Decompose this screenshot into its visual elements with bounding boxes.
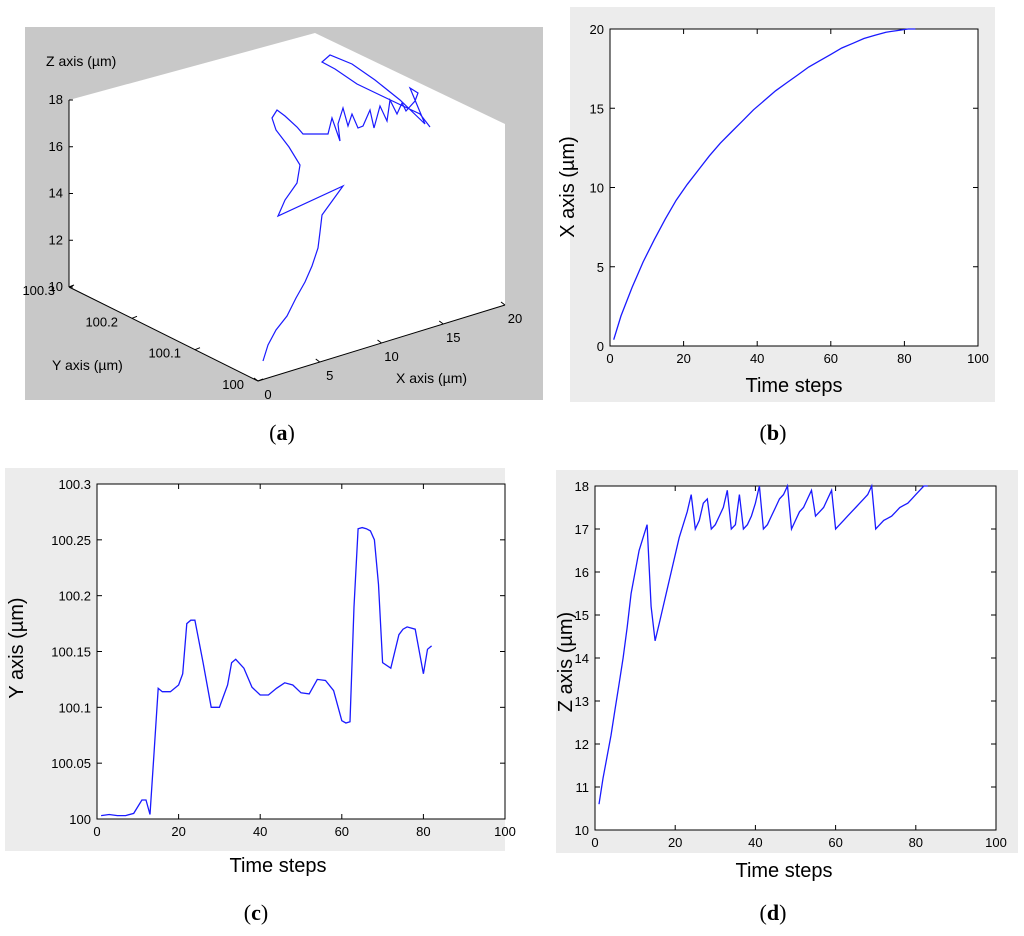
y-tick-label: 10 bbox=[575, 823, 589, 838]
caption-d: (d) bbox=[760, 900, 787, 925]
panel-c: 0 20 40 60 80 100 100 100.05 100.1 100.15 100.2 100… bbox=[5, 468, 516, 877]
panel-b-plot-area bbox=[609, 28, 979, 347]
caption-c: (c) bbox=[244, 900, 268, 925]
y-tick-label: 12 bbox=[575, 737, 589, 752]
x-tick-label: 20 bbox=[668, 835, 682, 850]
x3d-tick-label: 5 bbox=[326, 368, 333, 383]
y-tick-label: 100 bbox=[69, 812, 91, 827]
y-tick-label: 18 bbox=[575, 479, 589, 494]
x-tick-label: 20 bbox=[676, 351, 690, 366]
y-tick-label: 0 bbox=[597, 339, 604, 354]
panel-b-y-axis-label: X axis (µm) bbox=[557, 136, 579, 238]
x-tick-label: 100 bbox=[985, 835, 1007, 850]
x-tick-label: 80 bbox=[416, 824, 430, 839]
y-tick-label: 14 bbox=[575, 651, 589, 666]
x-tick-label: 40 bbox=[748, 835, 762, 850]
z-tick-label: 18 bbox=[49, 92, 63, 107]
y-tick-label: 15 bbox=[575, 608, 589, 623]
panel-c-x-axis-label: Time steps bbox=[229, 855, 326, 877]
y3d-tick-label: 100 bbox=[222, 377, 244, 392]
y-tick-label: 5 bbox=[597, 260, 604, 275]
x-tick-label: 0 bbox=[93, 824, 100, 839]
panel-a-ticks: 10 12 14 16 18 100 100.1 100.2 100.3 0 5 10 15 20 bbox=[22, 92, 522, 402]
y-axis-label: Y axis (µm) bbox=[52, 357, 123, 373]
trajectory-3d-line bbox=[262, 54, 431, 362]
x3d-tick-mark bbox=[500, 301, 506, 306]
x3d-tick-mark bbox=[377, 339, 382, 344]
y-tick-label: 20 bbox=[590, 22, 604, 37]
panel-d-y-axis-label: Z axis (µm) bbox=[555, 612, 577, 712]
x-tick-label: 100 bbox=[967, 351, 989, 366]
panel-a-box bbox=[69, 33, 505, 381]
x3d-tick-label: 10 bbox=[384, 349, 398, 364]
y-tick-label: 100.1 bbox=[58, 700, 91, 715]
y-tick-label: 11 bbox=[576, 780, 590, 795]
y-tick-label: 100.2 bbox=[58, 589, 91, 604]
x-axis-label: X axis (µm) bbox=[396, 370, 467, 386]
x-tick-label: 60 bbox=[335, 824, 349, 839]
x3d-tick-label: 15 bbox=[446, 330, 460, 345]
y-tick-label: 10 bbox=[590, 181, 604, 196]
y-tick-label: 15 bbox=[590, 101, 604, 116]
panel-d-plot-area bbox=[594, 485, 997, 831]
y-tick-label: 13 bbox=[575, 694, 589, 709]
caption-b: (b) bbox=[760, 420, 787, 445]
x-tick-label: 100 bbox=[494, 824, 516, 839]
y-tick-label: 100.05 bbox=[51, 756, 91, 771]
panel-d-ticks: 0 20 40 60 80 100 10 11 12 13 14 15 16 17 18 bbox=[575, 479, 1007, 850]
y3d-tick-mark bbox=[131, 315, 138, 319]
y-axis-line bbox=[68, 286, 259, 382]
x-tick-label: 20 bbox=[171, 824, 185, 839]
panel-a: 10 12 14 16 18 100 100.1 100.2 100.3 0 5 10 15 20 Z a… bbox=[22, 27, 543, 402]
x-tick-label: 60 bbox=[824, 351, 838, 366]
y3d-tick-mark bbox=[194, 347, 201, 351]
caption-a: (a) bbox=[269, 420, 295, 445]
x-tick-label: 0 bbox=[606, 351, 613, 366]
panel-b: 0 20 40 60 80 100 0 5 10 15 20 Time steps X axis (… bbox=[557, 7, 995, 402]
z-tick-label: 16 bbox=[49, 139, 63, 154]
x-tick-label: 80 bbox=[909, 835, 923, 850]
y-tick-label: 100.25 bbox=[51, 533, 91, 548]
panel-b-ticks: 0 20 40 60 80 100 0 5 10 15 20 bbox=[590, 22, 989, 366]
panel-c-series-line bbox=[101, 526, 433, 817]
y3d-tick-label: 100.1 bbox=[148, 346, 181, 361]
x-tick-label: 0 bbox=[591, 835, 598, 850]
z-tick-label: 10 bbox=[49, 279, 63, 294]
y3d-tick-mark bbox=[257, 378, 264, 382]
panel-b-x-axis-label: Time steps bbox=[745, 375, 842, 397]
panel-d-series-line bbox=[598, 483, 928, 805]
x-tick-label: 60 bbox=[828, 835, 842, 850]
panel-d: 0 20 40 60 80 100 10 11 12 13 14 15 16 17 18 Time step… bbox=[555, 470, 1018, 882]
y3d-tick-label: 100.2 bbox=[85, 314, 118, 329]
z-tick-label: 12 bbox=[49, 232, 63, 247]
x3d-tick-mark bbox=[438, 320, 444, 325]
panel-c-ticks: 0 20 40 60 80 100 100 100.05 100.1 100.15 100.2 100… bbox=[51, 477, 516, 839]
y-tick-label: 100.3 bbox=[58, 477, 91, 492]
panel-c-y-axis-label: Y axis (µm) bbox=[6, 597, 28, 698]
x3d-tick-mark bbox=[315, 358, 321, 363]
x-tick-label: 40 bbox=[253, 824, 267, 839]
x-tick-label: 40 bbox=[750, 351, 764, 366]
panel-d-x-axis-label: Time steps bbox=[735, 860, 832, 882]
x3d-tick-label: 20 bbox=[508, 311, 522, 326]
y-tick-label: 16 bbox=[575, 565, 589, 580]
x3d-tick-label: 0 bbox=[264, 387, 271, 402]
x3d-tick-mark bbox=[253, 377, 259, 382]
y-tick-label: 17 bbox=[575, 522, 589, 537]
panel-c-plot-area bbox=[96, 483, 506, 820]
z-axis-label: Z axis (µm) bbox=[46, 53, 116, 69]
z-tick-label: 14 bbox=[49, 186, 63, 201]
y3d-tick-label: 100.3 bbox=[22, 283, 55, 298]
y3d-tick-mark bbox=[68, 284, 75, 288]
x-tick-label: 80 bbox=[897, 351, 911, 366]
y-tick-label: 100.15 bbox=[51, 645, 91, 660]
panel-b-series-line bbox=[613, 28, 916, 340]
